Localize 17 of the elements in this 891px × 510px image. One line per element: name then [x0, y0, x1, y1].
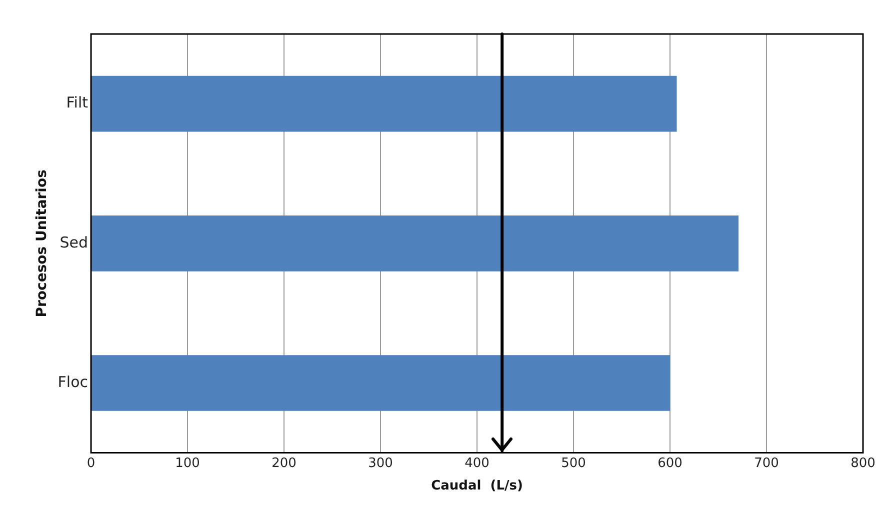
x-tick-label: 300 [368, 456, 393, 471]
x-axis-title: Caudal (L/s) [431, 478, 523, 494]
y-tick-label: Sed [60, 233, 88, 252]
x-tick-label: 500 [561, 456, 586, 471]
x-tick-label: 200 [272, 456, 296, 471]
x-tick-label: 600 [658, 456, 682, 471]
bar [92, 215, 739, 272]
y-tick-label: Filt [66, 94, 88, 112]
x-tick-label: 800 [850, 456, 876, 471]
bar [92, 355, 670, 411]
y-axis-title: Procesos Unitarios [34, 170, 50, 318]
y-tick-label: Floc [58, 372, 88, 391]
x-tick-label: 700 [754, 456, 779, 471]
bar [92, 76, 677, 132]
x-tick-label: 400 [464, 456, 490, 471]
x-tick-label: 0 [86, 456, 96, 471]
x-tick-label: 100 [175, 456, 200, 471]
